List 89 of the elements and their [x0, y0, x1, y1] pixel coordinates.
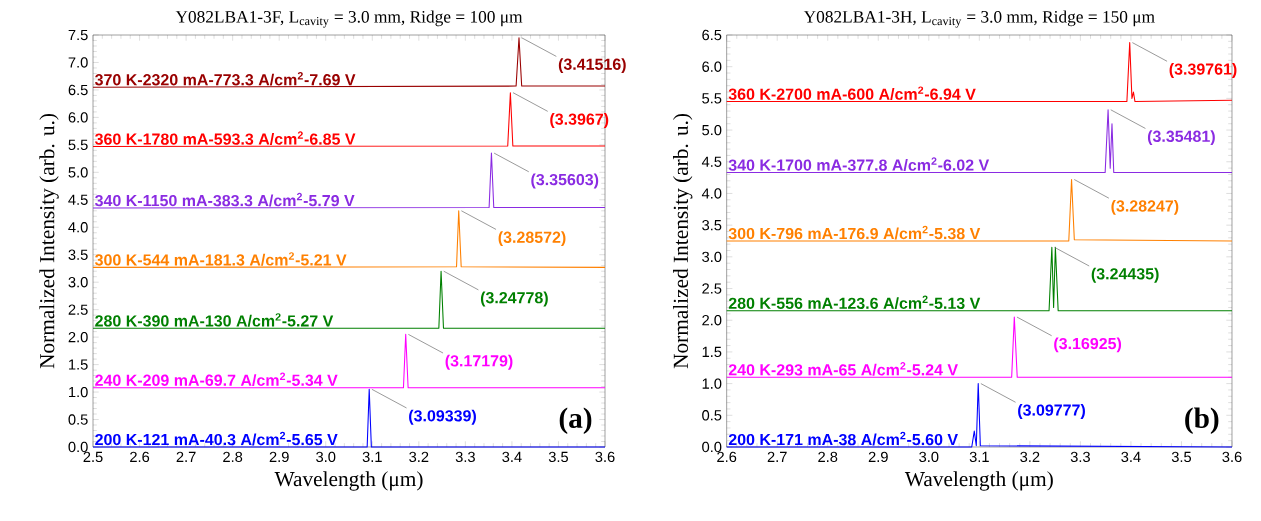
line-series — [726, 383, 1233, 448]
y-tick-label: 4.5 — [701, 156, 722, 167]
x-tick-label: 3.2 — [1020, 451, 1040, 463]
annotation: (3.3967) — [550, 113, 609, 128]
y-tick-label: 7.0 — [68, 57, 88, 68]
x-tick-label: 2.9 — [868, 451, 888, 463]
series-label: 280 K-556 mA-123.6 A/cm$^{2}$-5.13 V — [728, 295, 981, 310]
series-label: 340 K-1150 mA-383.3 A/cm$^{2}$-5.79 V — [94, 192, 355, 207]
annotation: (3.09777) — [1018, 404, 1085, 419]
x-tick-label: 2.7 — [176, 451, 196, 462]
x-tick-label: 3.5 — [548, 451, 569, 463]
x-tick-label: 3.0 — [919, 451, 939, 463]
y-tick-label: 2.5 — [68, 304, 88, 315]
series-label: 200 K-121 mA-40.3 A/cm$^{2}$-5.65 V — [95, 431, 338, 446]
chart-title: Y082LBA1-3F, L$_{cavity}$ = 3.0 mm, Ridge = 100 μm — [175, 10, 523, 28]
y-tick-label: 3.5 — [702, 219, 722, 231]
y-tick-label: 0.5 — [68, 414, 88, 425]
annotation: (3.35603) — [531, 173, 599, 189]
annotation: (3.24435) — [1091, 267, 1159, 283]
series-label: 240 K-209 mA-69.7 A/cm$^{2}$-5.34 V — [95, 372, 338, 387]
x-tick-label: 3.4 — [502, 451, 522, 463]
x-tick-label: 3.2 — [409, 451, 429, 463]
x-tick-label: 3.3 — [455, 451, 475, 463]
x-tick-label: 2.8 — [223, 451, 243, 463]
annotation: (3.24778) — [480, 291, 548, 307]
x-tick-label: 2.9 — [269, 451, 289, 463]
y-tick-label: 3.5 — [68, 249, 88, 260]
line-series — [726, 109, 1233, 174]
series-label: 360 K-2700 mA-600 A/cm$^{2}$-6.94 V — [728, 86, 976, 100]
x-tick-label: 2.7 — [767, 451, 787, 462]
y-tick-label: 0.0 — [702, 441, 722, 453]
x-tick-label: 3.3 — [1070, 451, 1090, 463]
y-tick-label: 3.0 — [702, 251, 722, 263]
x-tick-label: 2.5 — [83, 451, 103, 463]
y-tick-label: 2.0 — [68, 331, 88, 343]
series-label: 300 K-796 mA-176.9 A/cm$^{2}$-5.38 V — [728, 225, 981, 240]
y-tick-label: 3.0 — [68, 277, 88, 288]
annotation: (3.41516) — [558, 58, 626, 74]
series-label: 200 K-171 mA-38 A/cm$^{2}$-5.60 V — [728, 431, 958, 446]
y-tick-label: 0.5 — [702, 410, 722, 421]
annotation: (a) — [559, 407, 592, 435]
y-tick-label: 1.0 — [69, 386, 88, 398]
series-label: 360 K-1780 mA-593.3 A/cm$^{2}$-6.85 V — [94, 131, 356, 145]
x-axis-title: Wavelength (μm) — [904, 471, 1053, 491]
annotation: (3.16925) — [1054, 337, 1122, 353]
annotation: (b) — [1185, 407, 1219, 435]
y-tick-label: 2.5 — [702, 283, 722, 294]
y-tick-label: 6.5 — [68, 84, 88, 96]
x-tick-label: 3.5 — [1171, 451, 1192, 463]
y-tick-label: 5.5 — [68, 139, 88, 150]
y-tick-label: 6.0 — [702, 61, 722, 72]
y-tick-label: 6.0 — [68, 112, 88, 123]
x-tick-label: 3.1 — [969, 451, 989, 463]
annotation: (3.39761) — [1169, 63, 1237, 78]
y-axis-title: Normalized Intensity (arb. u.) — [39, 113, 59, 369]
annotation: (3.35481) — [1147, 130, 1215, 146]
y-tick-label: 1.5 — [69, 359, 88, 370]
y-tick-label: 5.5 — [702, 93, 722, 104]
x-tick-label: 2.6 — [717, 451, 737, 463]
series-label: 280 K-390 mA-130 A/cm$^{2}$-5.27 V — [95, 313, 334, 327]
y-tick-label: 0.0 — [68, 441, 88, 453]
y-tick-label: 6.5 — [702, 29, 722, 41]
annotation: (3.28572) — [498, 231, 566, 247]
x-tick-label: 3.6 — [1222, 451, 1242, 463]
x-tick-label: 3.4 — [1121, 451, 1141, 463]
series-label: 240 K-293 mA-65 A/cm$^{2}$-5.24 V — [728, 362, 958, 376]
y-tick-label: 4.0 — [68, 222, 88, 233]
annotation: (3.28247) — [1111, 199, 1179, 215]
annotation: (3.09339) — [409, 409, 476, 425]
series-label: 300 K-544 mA-181.3 A/cm$^{2}$-5.21 V — [94, 252, 347, 266]
y-axis-title: Normalized Intensity (arb. u.) — [673, 113, 693, 369]
y-tick-label: 1.5 — [702, 346, 722, 358]
series-label: 340 K-1700 mA-377.8 A/cm$^{2}$-6.02 V — [728, 157, 990, 171]
x-axis-title: Wavelength (μm) — [274, 471, 423, 491]
x-tick-label: 2.8 — [818, 451, 838, 463]
x-tick-label: 3.1 — [362, 451, 382, 463]
y-tick-label: 7.5 — [68, 29, 88, 41]
x-tick-label: 2.6 — [130, 451, 150, 463]
y-tick-label: 4.0 — [701, 188, 722, 199]
y-tick-label: 5.0 — [702, 124, 722, 136]
x-tick-label: 3.0 — [316, 451, 336, 463]
y-tick-label: 5.0 — [68, 167, 88, 178]
chart-title: Y082LBA1-3H, L$_{cavity}$ = 3.0 mm, Ridge = 150 μm — [803, 10, 1155, 28]
x-tick-label: 3.6 — [595, 451, 615, 463]
annotation: (3.17179) — [445, 354, 513, 370]
series-label: 370 K-2320 mA-773.3 A/cm$^{2}$-7.69 V — [94, 72, 356, 86]
y-tick-label: 2.0 — [702, 315, 722, 326]
y-tick-label: 4.5 — [68, 194, 88, 205]
y-tick-label: 1.0 — [702, 378, 722, 389]
